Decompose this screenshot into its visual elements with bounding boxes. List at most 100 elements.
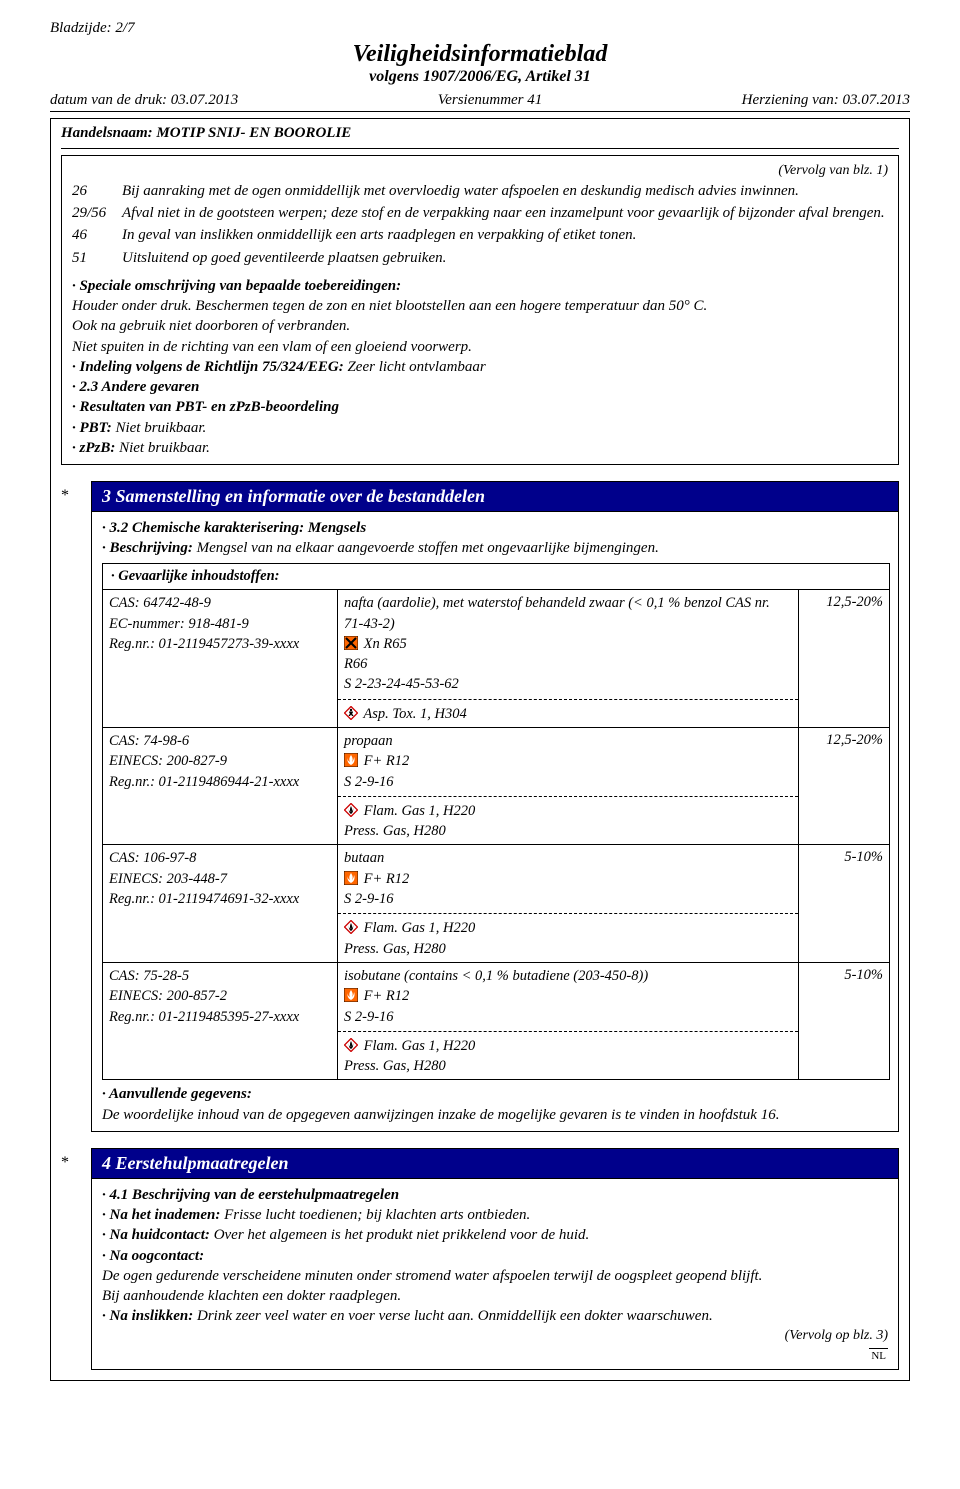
indeling-label: Indeling volgens de Richtlijn 75/324/EEG… — [72, 359, 344, 375]
section-3-body: 3.2 Chemische karakterisering: Mengsels … — [91, 511, 899, 1132]
ingredient-ids: CAS: 75-28-5 EINECS: 200-857-2 Reg.nr.: … — [103, 963, 338, 1079]
desc-value: Mengsel van na elkaar aangevoerde stoffe… — [193, 540, 659, 556]
r-phrase-row: 46 In geval van inslikken onmiddellijk e… — [72, 225, 888, 245]
classification-324: Indeling volgens de Richtlijn 75/324/EEG… — [72, 357, 888, 377]
substance-name: propaan — [344, 733, 393, 749]
cas: CAS: 64742-48-9 — [109, 595, 211, 611]
section-4-wrap: * 4 Eerstehulpmaatregelen 4.1 Beschrijvi… — [61, 1148, 899, 1370]
first-aid-heading: 4.1 Beschrijving van de eerstehulpmaatre… — [102, 1185, 888, 1205]
cas: CAS: 74-98-6 — [109, 733, 189, 749]
ghs-health-icon — [344, 706, 358, 720]
dashed-separator — [338, 699, 798, 700]
ec: EC-nummer: 918-481-9 — [109, 616, 249, 632]
special-line: Niet spuiten in de richting van een vlam… — [72, 339, 472, 355]
ingredient-hazards: propaan F+ R12 S 2-9-16 Flam. Gas 1, H22… — [338, 728, 799, 844]
page-number: Bladzijde: 2/7 — [50, 20, 910, 37]
clp2: Press. Gas, H280 — [344, 941, 446, 957]
pbt-label: PBT: — [72, 420, 112, 436]
ingredient-row: CAS: 64742-48-9 EC-nummer: 918-481-9 Reg… — [103, 590, 889, 728]
phrase-code: 51 — [72, 248, 122, 268]
special-line: Ook na gebruik niet doorboren of verbran… — [72, 318, 350, 334]
special-line: Houder onder druk. Beschermen tegen de z… — [72, 298, 707, 314]
xn-icon — [344, 636, 358, 650]
section-4-header: 4 Eerstehulpmaatregelen — [91, 1148, 899, 1178]
special-description: Speciale omschrijving van bepaalde toebe… — [72, 276, 888, 357]
eye-label: Na oogcontact: — [102, 1246, 888, 1266]
pbt-line: PBT: Niet bruikbaar. — [72, 418, 888, 438]
meta-row: datum van de druk: 03.07.2013 Versienumm… — [50, 92, 910, 112]
extra-label: Aanvullende gegevens: — [102, 1086, 252, 1102]
zpzb-value: Niet bruikbaar. — [115, 440, 210, 456]
inhale-value: Frisse lucht toedienen; bij klachten art… — [220, 1207, 530, 1223]
skin-line: Na huidcontact: Over het algemeen is het… — [102, 1225, 888, 1245]
swallow-value: Drink zeer veel water en voer verse luch… — [193, 1308, 712, 1324]
cas: CAS: 75-28-5 — [109, 968, 189, 984]
continuation-box: (Vervolg van blz. 1) 26 Bij aanraking me… — [61, 155, 899, 465]
phrase-text: Uitsluitend op goed geventileerde plaats… — [122, 248, 888, 268]
skin-value: Over het algemeen is het produkt niet pr… — [210, 1227, 589, 1243]
dsd-r2: R66 — [344, 656, 367, 672]
description-line: Beschrijving: Mengsel van na elkaar aang… — [102, 538, 888, 558]
trade-name: Handelsnaam: MOTIP SNIJ- EN BOOROLIE — [61, 125, 899, 149]
clp1: Flam. Gas 1, H220 — [364, 1038, 476, 1054]
flame-icon — [344, 871, 358, 885]
section-3-header: 3 Samenstelling en informatie over de be… — [91, 481, 899, 511]
change-asterisk: * — [61, 1148, 91, 1370]
ingredients-table: Gevaarlijke inhoudstoffen: CAS: 64742-48… — [102, 563, 890, 1081]
main-frame: Handelsnaam: MOTIP SNIJ- EN BOOROLIE (Ve… — [50, 118, 910, 1381]
concentration: 5-10% — [799, 845, 889, 961]
special-label: Speciale omschrijving van bepaalde toebe… — [72, 278, 401, 294]
extra-text: De woordelijke inhoud van de opgegeven a… — [102, 1107, 779, 1123]
section-3-wrap: * 3 Samenstelling en informatie over de … — [61, 481, 899, 1132]
substance-name: isobutane (contains < 0,1 % butadiene (2… — [344, 968, 648, 984]
print-date: datum van de druk: 03.07.2013 — [50, 92, 238, 109]
ingredient-row: CAS: 106-97-8 EINECS: 203-448-7 Reg.nr.:… — [103, 845, 889, 962]
clp1: Flam. Gas 1, H220 — [364, 803, 476, 819]
ingredient-hazards: butaan F+ R12 S 2-9-16 Flam. Gas 1, H220… — [338, 845, 799, 961]
clp: Asp. Tox. 1, H304 — [363, 706, 466, 722]
ingredient-hazards: isobutane (contains < 0,1 % butadiene (2… — [338, 963, 799, 1079]
ingredients-header: Gevaarlijke inhoudstoffen: — [103, 564, 889, 591]
concentration: 12,5-20% — [799, 728, 889, 844]
version-number: Versienummer 41 — [438, 92, 543, 109]
cas: CAS: 106-97-8 — [109, 850, 196, 866]
concentration: 5-10% — [799, 963, 889, 1079]
clp1: Flam. Gas 1, H220 — [364, 920, 476, 936]
eye-line: Bij aanhoudende klachten een dokter raad… — [102, 1286, 888, 1306]
other-hazards: 2.3 Andere gevaren — [72, 377, 888, 397]
continued-next: (Vervolg op blz. 3) — [102, 1327, 888, 1346]
swallow-line: Na inslikken: Drink zeer veel water en v… — [102, 1306, 888, 1326]
desc-label: Beschrijving: — [102, 540, 193, 556]
eye-line: De ogen gedurende verscheidene minuten o… — [102, 1266, 888, 1286]
dsd-s: S 2-9-16 — [344, 774, 394, 790]
ingredient-hazards: nafta (aardolie), met waterstof behandel… — [338, 590, 799, 727]
dashed-separator — [338, 1031, 798, 1032]
doc-title: Veiligheidsinformatieblad — [50, 41, 910, 68]
swallow-label: Na inslikken: — [102, 1308, 193, 1324]
dsd-s: S 2-9-16 — [344, 891, 394, 907]
phrase-code: 46 — [72, 225, 122, 245]
change-asterisk: * — [61, 481, 91, 1132]
substance-name: butaan — [344, 850, 384, 866]
doc-subtitle: volgens 1907/2006/EG, Artikel 31 — [50, 68, 910, 86]
r-phrase-row: 26 Bij aanraking met de ogen onmiddellij… — [72, 181, 888, 201]
additional-info: Aanvullende gegevens: De woordelijke inh… — [102, 1084, 888, 1125]
ingredient-row: CAS: 75-28-5 EINECS: 200-857-2 Reg.nr.: … — [103, 963, 889, 1079]
ingredient-ids: CAS: 74-98-6 EINECS: 200-827-9 Reg.nr.: … — [103, 728, 338, 844]
reg: Reg.nr.: 01-2119474691-32-xxxx — [109, 891, 299, 907]
section-4-body: 4.1 Beschrijving van de eerstehulpmaatre… — [91, 1178, 899, 1370]
revision-date: Herziening van: 03.07.2013 — [742, 92, 910, 109]
einecs: EINECS: 200-857-2 — [109, 988, 227, 1004]
r-phrase-row: 29/56 Afval niet in de gootsteen werpen;… — [72, 203, 888, 223]
r-phrase-row: 51 Uitsluitend op goed geventileerde pla… — [72, 248, 888, 268]
reg: Reg.nr.: 01-2119486944-21-xxxx — [109, 774, 299, 790]
locale-tag: NL — [869, 1348, 888, 1364]
phrase-code: 29/56 — [72, 203, 122, 223]
ghs-flame-icon — [344, 920, 358, 934]
chem-characterisation: 3.2 Chemische karakterisering: Mengsels — [102, 518, 888, 538]
zpzb-line: zPzB: Niet bruikbaar. — [72, 438, 888, 458]
reg: Reg.nr.: 01-2119485395-27-xxxx — [109, 1009, 299, 1025]
flame-icon — [344, 988, 358, 1002]
skin-label: Na huidcontact: — [102, 1227, 210, 1243]
ingredient-ids: CAS: 64742-48-9 EC-nummer: 918-481-9 Reg… — [103, 590, 338, 727]
